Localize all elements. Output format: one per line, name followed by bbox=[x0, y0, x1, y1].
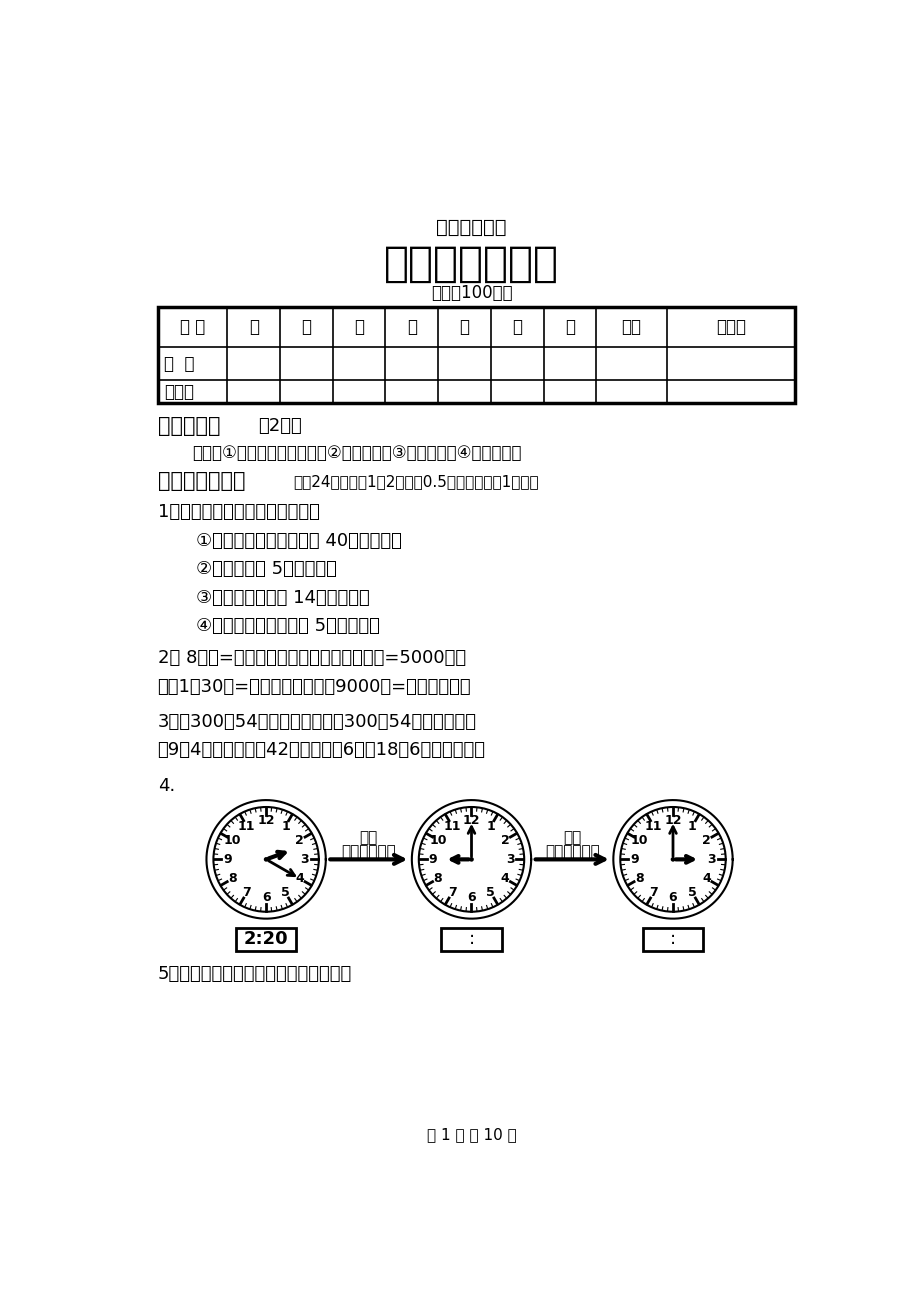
Text: 第 1 页 共 10 页: 第 1 页 共 10 页 bbox=[426, 1127, 516, 1141]
Bar bbox=[441, 928, 501, 951]
Text: 1．在（　）里填上合适的单位。: 1．在（ ）里填上合适的单位。 bbox=[157, 503, 319, 521]
Text: 一: 一 bbox=[248, 318, 258, 336]
Text: 六: 六 bbox=[512, 318, 522, 336]
Text: 2． 8分米=（　　）厘米　　　（　　）吨=5000千克: 2． 8分米=（ ）厘米 （ ）吨=5000千克 bbox=[157, 649, 465, 667]
Text: 4.: 4. bbox=[157, 777, 175, 795]
Text: 总分人: 总分人 bbox=[715, 318, 745, 336]
Circle shape bbox=[264, 857, 268, 861]
Text: 5: 5 bbox=[486, 886, 494, 899]
Text: 评分人: 评分人 bbox=[164, 383, 194, 400]
Text: 得  分: 得 分 bbox=[164, 354, 194, 373]
Text: 3: 3 bbox=[301, 853, 309, 866]
Text: 1: 1 bbox=[486, 820, 494, 833]
Text: 12: 12 bbox=[257, 814, 275, 827]
Text: 10: 10 bbox=[223, 834, 241, 847]
Circle shape bbox=[418, 807, 524, 912]
Text: 三: 三 bbox=[354, 318, 364, 336]
Text: 要求：①蓝黑墨水钙笔书写。②卷面整洁。③字迹工整。④大小适当。: 要求：①蓝黑墨水钙笔书写。②卷面整洁。③字迹工整。④大小适当。 bbox=[192, 444, 521, 461]
Text: 2:20: 2:20 bbox=[244, 930, 289, 949]
Text: 8: 8 bbox=[433, 872, 442, 885]
Text: 五: 五 bbox=[459, 318, 469, 336]
Text: ①我们上一节课的时间是 40（　　）。: ①我们上一节课的时间是 40（ ）。 bbox=[196, 532, 402, 550]
Text: 一、书写。: 一、书写。 bbox=[157, 416, 220, 437]
Text: （　））分钟: （ ））分钟 bbox=[544, 844, 599, 859]
Text: 经过: 经过 bbox=[562, 830, 581, 846]
Text: 2: 2 bbox=[701, 834, 710, 847]
Text: 2: 2 bbox=[500, 834, 509, 847]
Text: 9: 9 bbox=[222, 853, 232, 866]
Text: 三年级数学试卷: 三年级数学试卷 bbox=[383, 244, 559, 285]
Circle shape bbox=[619, 807, 725, 912]
Text: 12: 12 bbox=[664, 814, 681, 827]
Text: 6: 6 bbox=[467, 891, 475, 904]
Text: 1: 1 bbox=[281, 820, 289, 833]
Text: 3．比300夐54的数是（　　），300比54多（　　），: 3．比300夐54的数是（ ），300比54多（ ）， bbox=[157, 713, 476, 731]
Text: ②一棵大树高 5（　　）。: ②一棵大树高 5（ ）。 bbox=[196, 560, 337, 579]
Text: 10: 10 bbox=[429, 834, 447, 847]
Circle shape bbox=[213, 807, 319, 912]
Bar bbox=[157, 306, 795, 403]
Circle shape bbox=[469, 857, 473, 861]
Text: 8: 8 bbox=[228, 872, 236, 885]
Text: 11: 11 bbox=[644, 820, 662, 833]
Text: ③小明身高大约是 14（　　）。: ③小明身高大约是 14（ ）。 bbox=[196, 589, 369, 607]
Text: 期末综合测试: 期末综合测试 bbox=[436, 218, 506, 237]
Text: 4: 4 bbox=[701, 872, 710, 885]
Text: 7: 7 bbox=[649, 886, 657, 899]
Text: 总分: 总分 bbox=[621, 318, 641, 336]
Text: 二: 二 bbox=[301, 318, 312, 336]
Text: （　））分钟: （ ））分钟 bbox=[341, 844, 396, 859]
Text: 9: 9 bbox=[428, 853, 437, 866]
Text: 四: 四 bbox=[406, 318, 416, 336]
Text: （总分100分）: （总分100分） bbox=[430, 284, 512, 302]
Text: 七: 七 bbox=[564, 318, 574, 336]
Text: 7: 7 bbox=[242, 886, 251, 899]
Text: 8: 8 bbox=[634, 872, 643, 885]
Text: 二、我会填空。: 二、我会填空。 bbox=[157, 472, 244, 491]
Text: 1: 1 bbox=[687, 820, 696, 833]
Text: （2分）: （2分） bbox=[258, 417, 301, 435]
Text: 9: 9 bbox=[630, 853, 638, 866]
Text: 4: 4 bbox=[295, 872, 303, 885]
Text: 3: 3 bbox=[505, 853, 514, 866]
Text: 1制30秒=（　　）秒　　　9000米=（　　）千米: 1制30秒=（ ）秒 9000米=（ ）千米 bbox=[157, 678, 471, 696]
Text: 6: 6 bbox=[262, 891, 270, 904]
Text: ④这辆货车最多载货物 5（　　）。: ④这辆货车最多载货物 5（ ）。 bbox=[196, 618, 380, 635]
Text: 7: 7 bbox=[448, 886, 456, 899]
Text: 2: 2 bbox=[295, 834, 303, 847]
Text: 11: 11 bbox=[443, 820, 460, 833]
Text: 6: 6 bbox=[668, 891, 676, 904]
Text: :: : bbox=[468, 930, 474, 949]
Text: 9的4倍是（　），42是（　）的6倍，18是6的（　）倍。: 9的4倍是（ ），42是（ ）的6倍，18是6的（ ）倍。 bbox=[157, 741, 485, 760]
Circle shape bbox=[670, 857, 675, 861]
Text: 12: 12 bbox=[462, 814, 480, 827]
Text: 5．用分数表示下面各图中的阴影部分。: 5．用分数表示下面各图中的阴影部分。 bbox=[157, 966, 351, 982]
Text: 5: 5 bbox=[687, 886, 696, 899]
Text: :: : bbox=[669, 930, 675, 949]
Text: 4: 4 bbox=[500, 872, 509, 885]
Bar bbox=[235, 928, 296, 951]
Text: 3: 3 bbox=[707, 853, 715, 866]
Text: 10: 10 bbox=[630, 834, 648, 847]
Text: 11: 11 bbox=[238, 820, 255, 833]
Text: （全24分，其中1、2题每甲0.5分，其余每甲1分。）: （全24分，其中1、2题每甲0.5分，其余每甲1分。） bbox=[293, 474, 539, 489]
Text: 经过: 经过 bbox=[359, 830, 378, 846]
Text: 题 号: 题 号 bbox=[180, 318, 205, 336]
Text: 5: 5 bbox=[281, 886, 289, 899]
Bar bbox=[642, 928, 702, 951]
